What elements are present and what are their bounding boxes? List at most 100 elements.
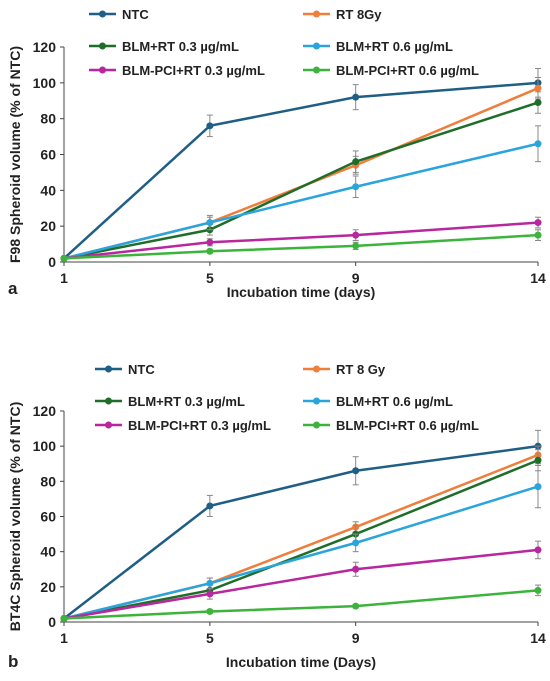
legend-marker bbox=[99, 42, 106, 50]
legend-item: RT 8Gy bbox=[303, 7, 382, 22]
data-point bbox=[206, 247, 214, 255]
legend-item: BLM+RT 0.6 µg/mL bbox=[303, 39, 453, 54]
legend-item: BLM-PCI+RT 0.6 µg/mL bbox=[303, 418, 479, 433]
x-tick-label: 14 bbox=[530, 270, 546, 286]
x-tick-label: 14 bbox=[530, 630, 546, 646]
y-tick-label: 80 bbox=[40, 111, 56, 127]
data-point bbox=[352, 602, 360, 610]
y-tick-label: 80 bbox=[40, 473, 56, 489]
x-tick-label: 1 bbox=[60, 270, 68, 286]
y-tick-label: 120 bbox=[33, 39, 57, 55]
data-point bbox=[534, 231, 542, 239]
y-tick-label: 60 bbox=[40, 509, 56, 525]
y-axis-title: BT4C Spheroid volume (% of NTC) bbox=[7, 402, 23, 631]
series-line bbox=[63, 221, 539, 260]
data-point bbox=[534, 586, 542, 594]
series-line bbox=[63, 81, 539, 260]
y-tick-label: 20 bbox=[40, 218, 56, 234]
y-tick-label: 60 bbox=[40, 147, 56, 163]
legend-marker bbox=[105, 421, 112, 429]
series-line bbox=[63, 142, 539, 260]
legend: NTC RT 8Gy BLM+RT 0.3 µg/mL BLM+RT 0.6 µg/m… bbox=[89, 7, 479, 78]
data-point bbox=[534, 84, 542, 92]
data-point bbox=[352, 93, 360, 101]
x-axis-title: Incubation time (days) bbox=[227, 284, 376, 300]
x-tick-label: 5 bbox=[206, 630, 214, 646]
data-point bbox=[534, 456, 542, 464]
data-point bbox=[352, 183, 360, 191]
data-point bbox=[534, 219, 542, 227]
series-5 bbox=[60, 584, 542, 622]
series-line bbox=[63, 453, 539, 620]
series-4 bbox=[60, 540, 542, 622]
data-point bbox=[534, 546, 542, 554]
series-line bbox=[63, 548, 539, 620]
legend-marker bbox=[99, 66, 106, 74]
legend-marker bbox=[313, 10, 320, 18]
data-point bbox=[206, 590, 214, 598]
legend-marker bbox=[313, 397, 320, 405]
x-tick-label: 1 bbox=[60, 630, 68, 646]
data-point bbox=[60, 254, 68, 262]
data-point bbox=[206, 238, 214, 246]
series-line bbox=[63, 233, 539, 260]
legend-item: NTC bbox=[95, 362, 155, 377]
legend-label: BLM-PCI+RT 0.3 µg/mL bbox=[128, 418, 271, 433]
data-point bbox=[206, 122, 214, 130]
y-axis-title: F98 Spheroid volume (% of NTC) bbox=[7, 46, 23, 263]
legend-label: RT 8Gy bbox=[336, 7, 382, 22]
legend-marker bbox=[99, 10, 106, 18]
data-point bbox=[206, 219, 214, 227]
legend-label: BLM+RT 0.3 µg/mL bbox=[128, 394, 245, 409]
legend-item: BLM-PCI+RT 0.3 µg/mL bbox=[89, 63, 265, 78]
data-point bbox=[534, 140, 542, 148]
data-point bbox=[352, 242, 360, 250]
legend-marker bbox=[105, 397, 112, 405]
data-point bbox=[352, 231, 360, 239]
y-tick-label: 100 bbox=[33, 75, 57, 91]
legend-marker bbox=[313, 42, 320, 50]
legend-item: BLM+RT 0.3 µg/mL bbox=[89, 39, 239, 54]
series-0 bbox=[60, 429, 542, 622]
legend-marker bbox=[313, 421, 320, 429]
chart-panel-a: 0 20 40 60 80 100 120 1 5 9 14 Incubation time (day… bbox=[7, 7, 546, 300]
legend-item: NTC bbox=[89, 7, 149, 22]
data-point bbox=[206, 502, 214, 510]
legend-label: BLM-PCI+RT 0.6 µg/mL bbox=[336, 418, 479, 433]
series-line bbox=[63, 485, 539, 620]
series-line bbox=[63, 589, 539, 620]
series-0 bbox=[60, 68, 542, 262]
y-tick-label: 0 bbox=[48, 614, 56, 630]
legend-marker bbox=[105, 365, 112, 373]
y-tick-label: 100 bbox=[33, 438, 57, 454]
legend-item: BLM-PCI+RT 0.3 µg/mL bbox=[95, 418, 271, 433]
data-point bbox=[352, 539, 360, 547]
legend-item: BLM-PCI+RT 0.6 µg/mL bbox=[303, 63, 479, 78]
data-point bbox=[206, 579, 214, 587]
legend: NTC RT 8 Gy BLM+RT 0.3 µg/mL BLM+RT 0.6 µg/… bbox=[95, 362, 479, 433]
y-tick-label: 0 bbox=[48, 254, 56, 270]
series-line bbox=[63, 87, 539, 260]
legend-item: BLM+RT 0.3 µg/mL bbox=[95, 394, 245, 409]
data-point bbox=[206, 607, 214, 615]
legend-item: RT 8 Gy bbox=[303, 362, 386, 377]
y-tick-label: 40 bbox=[40, 182, 56, 198]
data-point bbox=[352, 467, 360, 475]
legend-label: BLM+RT 0.6 µg/mL bbox=[336, 39, 453, 54]
data-point bbox=[352, 565, 360, 573]
legend-label: NTC bbox=[128, 362, 155, 377]
legend-label: RT 8 Gy bbox=[336, 362, 386, 377]
series-4 bbox=[60, 216, 542, 262]
legend-label: NTC bbox=[122, 7, 149, 22]
legend-label: BLM+RT 0.6 µg/mL bbox=[336, 394, 453, 409]
chart-panel-b: 0 20 40 60 80 100 120 1 5 9 14 Incubation time (Day… bbox=[7, 362, 546, 671]
legend-label: BLM-PCI+RT 0.3 µg/mL bbox=[122, 63, 265, 78]
legend-label: BLM+RT 0.3 µg/mL bbox=[122, 39, 239, 54]
legend-item: BLM+RT 0.6 µg/mL bbox=[303, 394, 453, 409]
legend-label: BLM-PCI+RT 0.6 µg/mL bbox=[336, 63, 479, 78]
y-tick-label: 40 bbox=[40, 544, 56, 560]
series-5 bbox=[60, 229, 542, 262]
y-tick-label: 120 bbox=[33, 403, 57, 419]
data-point bbox=[352, 158, 360, 166]
